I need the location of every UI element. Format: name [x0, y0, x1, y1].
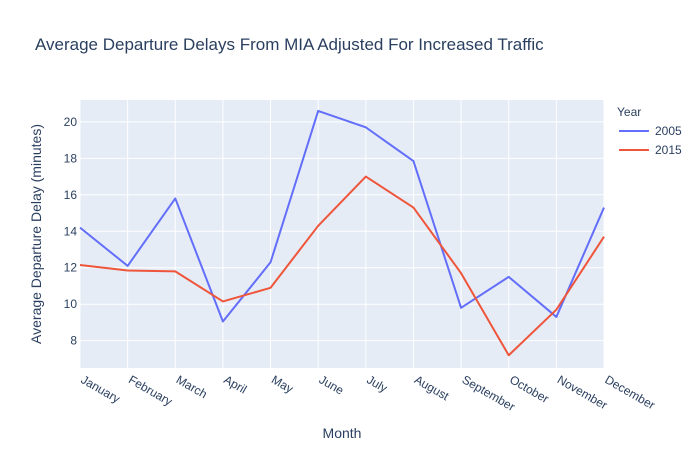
x-tick-label: July: [364, 372, 389, 395]
legend-title: Year: [617, 105, 641, 119]
x-axis-title: Month: [323, 425, 362, 441]
y-tick-label: 16: [64, 188, 78, 202]
series-line-2015: [79, 175, 605, 357]
y-tick-label: 8: [70, 334, 77, 348]
plot-area: [80, 100, 604, 368]
x-tick-label: February: [126, 372, 175, 408]
y-tick-label: 14: [64, 224, 78, 238]
x-tick-label: March: [174, 372, 210, 401]
x-tick-label: August: [412, 372, 452, 403]
x-axis: January February March April May June July Augu…: [79, 372, 658, 413]
grid: [79, 100, 605, 368]
series-lines: [79, 109, 605, 357]
y-tick-label: 12: [64, 261, 78, 275]
legend-label-2015: 2015: [655, 143, 682, 157]
x-tick-label: November: [555, 372, 610, 412]
x-tick-label: June: [317, 372, 347, 397]
y-tick-label: 20: [64, 115, 78, 129]
x-tick-label: May: [269, 372, 296, 395]
y-tick-label: 10: [64, 297, 78, 311]
x-tick-label: April: [221, 372, 249, 396]
legend-label-2005: 2005: [655, 124, 682, 138]
x-tick-label: September: [460, 372, 518, 413]
x-tick-label: January: [79, 372, 123, 405]
series-line-2005: [79, 109, 605, 323]
x-tick-label: December: [603, 372, 658, 412]
y-tick-label: 18: [64, 151, 78, 165]
y-axis-title: Average Departure Delay (minutes): [28, 124, 44, 344]
legend: Year 2005 2015: [617, 105, 682, 157]
chart-title: Average Departure Delays From MIA Adjust…: [35, 35, 544, 54]
y-axis: 8 10 12 14 16 18 20: [64, 115, 78, 348]
